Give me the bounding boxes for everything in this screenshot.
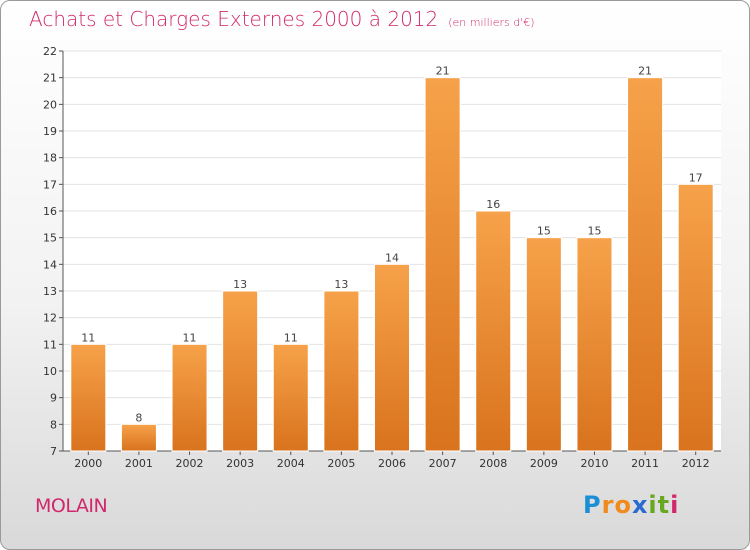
bar: [424, 77, 461, 452]
logo-letter: o: [614, 491, 632, 519]
bar-value-label: 14: [385, 251, 399, 264]
bar: [120, 423, 157, 452]
x-tick-label: 2004: [277, 457, 305, 470]
y-tick-label: 22: [43, 45, 57, 58]
x-tick-label: 2007: [429, 457, 457, 470]
logo-letter: i: [670, 491, 680, 519]
y-tick-label: 10: [43, 365, 57, 378]
y-tick-label: 15: [43, 232, 57, 245]
bar-value-label: 15: [537, 225, 551, 238]
bar: [475, 210, 512, 452]
y-tick-label: 12: [43, 312, 57, 325]
x-tick-label: 2002: [176, 457, 204, 470]
bar-value-label: 15: [587, 225, 601, 238]
y-tick-label: 14: [43, 258, 57, 271]
x-tick-label: 2006: [378, 457, 406, 470]
y-tick-label: 21: [43, 72, 57, 85]
bar: [627, 77, 664, 452]
labels: 7 8 9 10 11 12 13 14 15 16 17 18 19 20 21 22 11 2000 8 2001…: [43, 45, 710, 470]
x-tick-label: 2000: [74, 457, 102, 470]
bar: [323, 290, 360, 452]
bars: [70, 77, 714, 452]
bar: [374, 263, 410, 452]
bar-value-label: 8: [135, 411, 142, 424]
logo-letter: x: [631, 491, 649, 519]
x-tick-label: 2012: [682, 457, 710, 470]
bar-value-label: 13: [233, 278, 247, 291]
bar: [525, 237, 562, 452]
y-tick-label: 11: [43, 338, 57, 351]
y-tick-label: 19: [43, 125, 57, 138]
y-tick-label: 18: [43, 152, 57, 165]
y-tick-label: 16: [43, 205, 57, 218]
y-tick-label: 9: [50, 392, 57, 405]
x-tick-label: 2008: [479, 457, 507, 470]
bar: [576, 237, 613, 452]
x-tick-label: 2001: [125, 457, 153, 470]
town-name: MOLAIN: [35, 495, 108, 517]
bar-value-label: 17: [689, 171, 703, 184]
bar-value-label: 11: [81, 331, 95, 344]
bar-value-label: 13: [334, 278, 348, 291]
logo-letter: t: [657, 491, 671, 519]
proxiti-logo[interactable]: Proxiti: [583, 491, 679, 519]
y-tick-label: 17: [43, 178, 57, 191]
logo-letter: r: [601, 491, 615, 519]
bar-value-label: 11: [183, 331, 197, 344]
bar: [272, 343, 309, 452]
bar: [222, 290, 259, 452]
y-tick-label: 13: [43, 285, 57, 298]
bar-value-label: 11: [284, 331, 298, 344]
bar-value-label: 21: [436, 65, 450, 78]
logo-letter: i: [648, 491, 658, 519]
y-tick-label: 7: [50, 445, 57, 458]
bar: [171, 343, 208, 452]
x-tick-label: 2005: [327, 457, 355, 470]
bar: [70, 343, 107, 452]
logo-letter: P: [583, 491, 602, 519]
x-tick-label: 2009: [530, 457, 558, 470]
y-tick-label: 8: [50, 418, 57, 431]
chart-subtitle: (en milliers d'€): [448, 16, 535, 29]
x-tick-label: 2010: [580, 457, 608, 470]
x-tick-label: 2003: [226, 457, 254, 470]
bar-value-label: 21: [638, 65, 652, 78]
y-tick-label: 20: [43, 98, 57, 111]
bar: [677, 183, 714, 452]
chart-title: Achats et Charges Externes 2000 à 2012 (e…: [29, 7, 535, 31]
bar-value-label: 16: [486, 198, 500, 211]
x-tick-label: 2011: [631, 457, 659, 470]
